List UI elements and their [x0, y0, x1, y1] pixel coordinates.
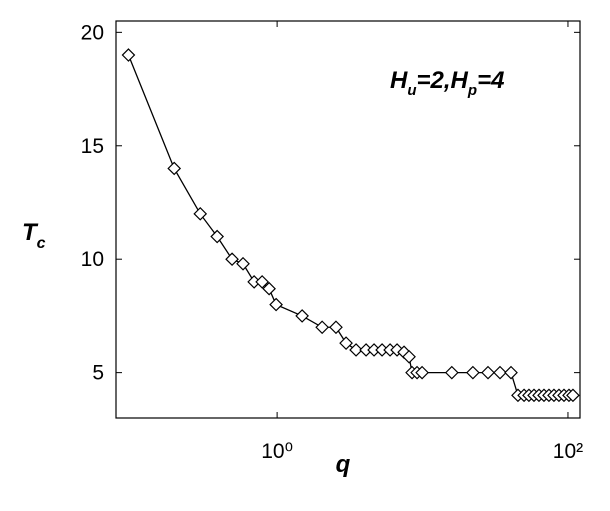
marker [269, 297, 283, 312]
y-tick-label: 10 [81, 248, 104, 271]
marker [415, 365, 429, 380]
marker [255, 275, 269, 289]
marker [295, 309, 309, 323]
y-axis-label: Tc [22, 219, 46, 252]
x-tick-label: 10⁰ [261, 440, 293, 463]
marker [262, 281, 276, 296]
annotation-part: =2, [417, 67, 451, 94]
marker [339, 336, 353, 350]
marker [193, 206, 208, 221]
annotation-part: p [467, 82, 477, 99]
x-axis-label: q [336, 451, 351, 478]
y-tick-label: 20 [81, 21, 104, 44]
marker [444, 365, 459, 380]
annotation: Hu=2,Hp=4 [390, 67, 504, 99]
marker [225, 252, 239, 267]
marker [566, 388, 580, 403]
marker [481, 365, 495, 380]
marker [504, 365, 518, 380]
plot-frame [115, 20, 581, 419]
annotation-part: H [451, 67, 469, 94]
marker [315, 320, 329, 335]
annotation-part: u [407, 82, 416, 99]
y-tick-label: 15 [81, 135, 104, 158]
marker [349, 343, 363, 357]
marker [466, 365, 480, 380]
marker [210, 229, 225, 244]
marker [402, 349, 416, 364]
y-tick-label: 5 [92, 362, 104, 385]
marker [329, 320, 343, 335]
annotation-part: H [390, 67, 408, 94]
y-label-sub: c [37, 235, 46, 252]
marker [236, 256, 250, 271]
marker [167, 161, 182, 176]
x-tick-label: 10² [553, 440, 583, 463]
marker [493, 365, 507, 380]
y-label-main: T [22, 219, 39, 246]
annotation-part: =4 [477, 67, 504, 94]
marker [121, 48, 136, 62]
